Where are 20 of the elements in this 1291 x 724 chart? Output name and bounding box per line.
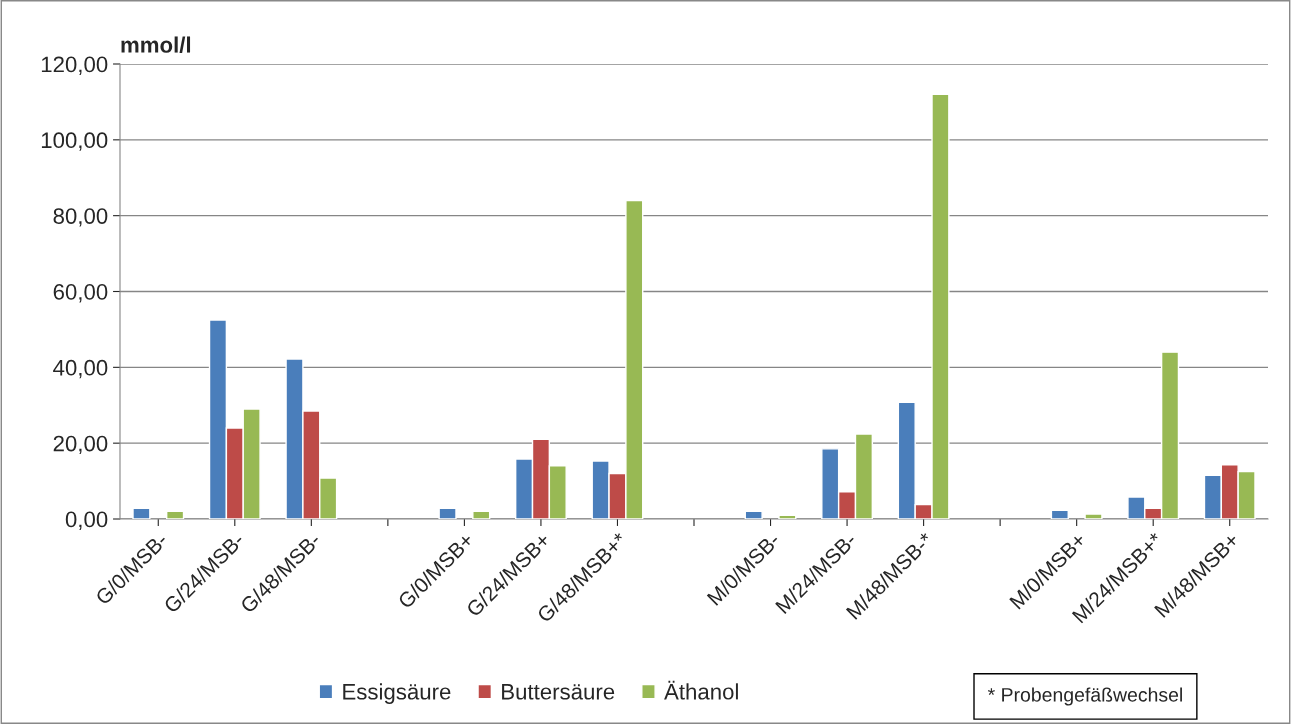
bar (438, 507, 457, 519)
bar (744, 510, 763, 519)
text: * Probengefäßwechsel (987, 687, 1182, 706)
bar (778, 514, 797, 519)
bar (1084, 513, 1103, 519)
y-tick-label: 0,00 (65, 511, 108, 530)
y-tick-label: 20,00 (53, 435, 108, 455)
y-tick-label: 120,00 (41, 56, 108, 75)
legend-label: Äthanol (664, 680, 738, 700)
y-tick-label: 80,00 (53, 208, 108, 227)
bar (132, 507, 151, 519)
y-tick-label: 60,00 (53, 284, 108, 303)
bar (472, 510, 491, 519)
legend-label: Essigsäure (343, 683, 451, 704)
bar (165, 510, 185, 519)
y-tick-label: 100,00 (41, 132, 108, 151)
legend-label: Buttersäure (502, 684, 615, 700)
bar (1050, 509, 1069, 519)
y-axis-title: mmol/l (121, 36, 191, 54)
y-tick-label: 40,00 (53, 359, 108, 379)
